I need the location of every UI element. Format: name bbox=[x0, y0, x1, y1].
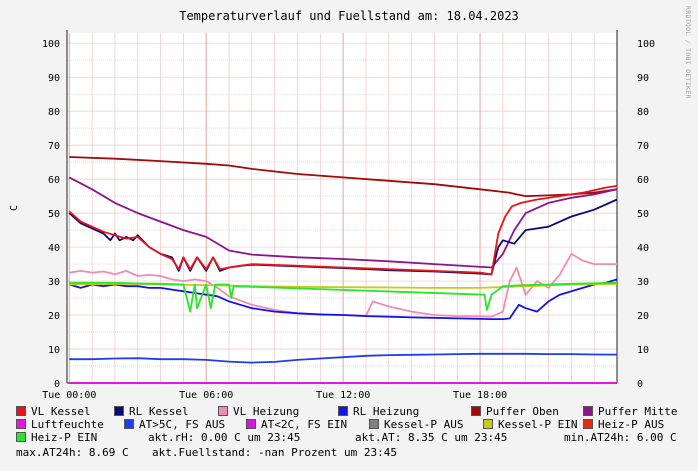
legend-label: AT<2C, FS EIN bbox=[261, 418, 348, 431]
legend-label: Luftfeuchte bbox=[31, 418, 104, 431]
y-tick-label-left: 0 bbox=[54, 379, 60, 390]
y-tick-label-right: 100 bbox=[637, 39, 655, 50]
series-line-puffer-oben bbox=[69, 156, 618, 198]
legend-label: VL Heizung bbox=[233, 405, 300, 418]
legend-item: Puffer Mitte bbox=[583, 405, 677, 418]
legend-item: VL Kessel bbox=[16, 405, 91, 418]
x-tick-label: Tue 06:00 bbox=[179, 390, 233, 400]
series-line-heiz-p-ein bbox=[69, 281, 618, 313]
legend-item: Luftfeuchte bbox=[16, 418, 104, 431]
legend-swatch bbox=[471, 406, 481, 416]
legend-label: VL Kessel bbox=[31, 405, 91, 418]
series-line-vl-kessel bbox=[68, 185, 618, 276]
y-tick-label-right: 30 bbox=[637, 277, 649, 288]
legend-swatch bbox=[114, 406, 124, 416]
legend-swatch bbox=[483, 419, 493, 429]
legend-label: Puffer Oben bbox=[486, 405, 559, 418]
legend-item: VL Heizung bbox=[218, 405, 299, 418]
legend-item: AT>5C, FS AUS bbox=[124, 418, 225, 431]
legend-swatch bbox=[16, 432, 26, 442]
info-rh: akt.rH: 0.00 C um 23:45 bbox=[148, 431, 301, 444]
info-max-at: max.AT24h: 8.69 C bbox=[16, 446, 129, 459]
y-tick-label-left: 90 bbox=[48, 73, 60, 84]
legend-swatch bbox=[583, 406, 593, 416]
legend-swatch bbox=[583, 419, 593, 429]
legend-swatch bbox=[16, 406, 26, 416]
legend-item: Heiz-P AUS bbox=[583, 418, 664, 431]
y-tick-label-left: 30 bbox=[48, 277, 60, 288]
y-tick-label-right: 90 bbox=[637, 73, 649, 84]
y-tick-label-right: 0 bbox=[637, 379, 643, 390]
y-tick-label-right: 50 bbox=[637, 209, 649, 220]
legend-swatch bbox=[218, 406, 228, 416]
y-tick-label-left: 70 bbox=[48, 141, 60, 152]
x-tick-label: Tue 12:00 bbox=[316, 390, 370, 400]
y-tick-label-right: 70 bbox=[637, 141, 649, 152]
legend-label: Puffer Mitte bbox=[598, 405, 678, 418]
chart-title: Temperaturverlauf und Fuellstand am: 18.… bbox=[179, 9, 519, 23]
y-tick-label-left: 10 bbox=[48, 345, 60, 356]
y-tick-label-right: 60 bbox=[637, 175, 649, 186]
y-tick-label-left: 20 bbox=[48, 311, 60, 322]
legend-label: Heiz-P AUS bbox=[598, 418, 665, 431]
legend-label: Kessel-P EIN bbox=[498, 418, 578, 431]
series-line-at-gt5 bbox=[69, 352, 618, 364]
legend-label: RL Kessel bbox=[129, 405, 189, 418]
y-tick-label-left: 100 bbox=[42, 39, 60, 50]
legend-swatch bbox=[338, 406, 348, 416]
series-line-rl-heizung bbox=[69, 278, 618, 321]
plot-area bbox=[67, 33, 617, 383]
legend-item: Puffer Oben bbox=[471, 405, 559, 418]
series-line-puffer-mitte bbox=[68, 176, 618, 269]
legend-item: RL Heizung bbox=[338, 405, 419, 418]
side-note: RRDTOOL / TOBI OETIKER bbox=[684, 6, 692, 99]
x-tick-label: Tue 00:00 bbox=[42, 390, 96, 400]
x-tick-label: Tue 18:00 bbox=[453, 390, 507, 400]
legend-label: Kessel-P AUS bbox=[384, 418, 464, 431]
y-tick-label-right: 20 bbox=[637, 311, 649, 322]
y-tick-label-left: 60 bbox=[48, 175, 60, 186]
legend-item: Heiz-P EIN bbox=[16, 431, 97, 444]
info-at: akt.AT: 8.35 C um 23:45 bbox=[355, 431, 508, 444]
legend-label: RL Heizung bbox=[353, 405, 420, 418]
info-min-at: min.AT24h: 6.00 C bbox=[564, 431, 677, 444]
temperature-chart: 0 0 10 10 20 20 30 30 40 40 50 50 60 60 70 70 80 80 90 90 10… bbox=[9, 30, 655, 400]
info-fuellstand: akt.Fuellstand: -nan Prozent um 23:45 bbox=[152, 446, 398, 459]
legend-swatch bbox=[246, 419, 256, 429]
legend-item: Kessel-P EIN bbox=[483, 418, 577, 431]
legend-label: AT>5C, FS AUS bbox=[139, 418, 226, 431]
legend-swatch bbox=[124, 419, 134, 429]
legend-swatch bbox=[16, 419, 26, 429]
legend-swatch bbox=[369, 419, 379, 429]
y-tick-label-right: 10 bbox=[637, 345, 649, 356]
y-tick-label-right: 80 bbox=[637, 107, 649, 118]
legend-item: Kessel-P AUS bbox=[369, 418, 463, 431]
y-axis-label: C bbox=[9, 205, 20, 211]
y-tick-label-left: 80 bbox=[48, 107, 60, 118]
legend-label: Heiz-P EIN bbox=[31, 431, 98, 444]
y-tick-label-left: 50 bbox=[48, 209, 60, 220]
legend-item: AT<2C, FS EIN bbox=[246, 418, 347, 431]
y-tick-label-right: 40 bbox=[637, 243, 649, 254]
y-tick-label-left: 40 bbox=[48, 243, 60, 254]
legend-item: RL Kessel bbox=[114, 405, 189, 418]
